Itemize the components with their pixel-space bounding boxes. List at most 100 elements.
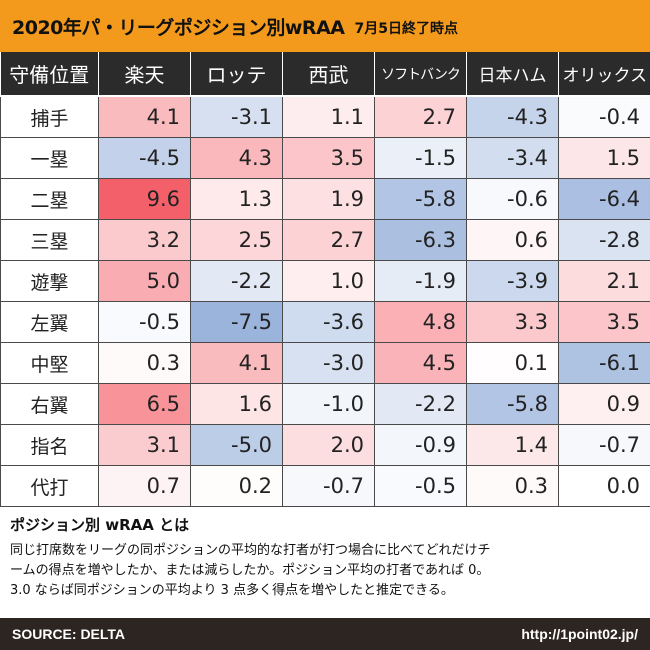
heatmap-cell: 4.5	[374, 342, 467, 384]
heatmap-cell: 1.9	[282, 178, 375, 220]
heatmap-cell: -0.7	[282, 465, 375, 507]
table-row: 代打 0.7 0.2 -0.7 -0.5 0.3 0.0	[0, 465, 650, 507]
table-row: 指名 3.1 -5.0 2.0 -0.9 1.4 -0.7	[0, 424, 650, 466]
heatmap-cell: 2.0	[282, 424, 375, 466]
heatmap-cell: 0.1	[466, 342, 559, 384]
table-row: 一塁 -4.5 4.3 3.5 -1.5 -3.4 1.5	[0, 137, 650, 179]
heatmap-cell: -0.9	[374, 424, 467, 466]
heatmap-cell: -0.7	[558, 424, 650, 466]
table-row: 中堅 0.3 4.1 -3.0 4.5 0.1 -6.1	[0, 342, 650, 384]
heatmap-cell: -3.4	[466, 137, 559, 179]
heatmap-cell: 4.1	[190, 342, 283, 384]
table-row: 三塁 3.2 2.5 2.7 -6.3 0.6 -2.8	[0, 219, 650, 261]
row-label: 代打	[0, 465, 99, 507]
heatmap-cell: -3.0	[282, 342, 375, 384]
heatmap-cell: 2.5	[190, 219, 283, 261]
corner-header: 守備位置	[0, 52, 99, 97]
heatmap-cell: -2.2	[374, 383, 467, 425]
heatmap-cell: 2.7	[282, 219, 375, 261]
row-label: 捕手	[0, 95, 99, 138]
heatmap-cell: -1.5	[374, 137, 467, 179]
heatmap-cell: 3.1	[98, 424, 191, 466]
description-block: ポジション別 wRAA とは 同じ打席数をリーグの同ポジションの平均的な打者が打…	[10, 514, 640, 601]
column-header-nipponham: 日本ハム	[466, 52, 559, 97]
table-row: 二塁 9.6 1.3 1.9 -5.8 -0.6 -6.4	[0, 178, 650, 220]
column-header-rakuten: 楽天	[98, 52, 191, 97]
heatmap-cell: -3.1	[190, 95, 283, 138]
row-label: 指名	[0, 424, 99, 466]
description-title: ポジション別 wRAA とは	[10, 516, 190, 534]
row-label: 中堅	[0, 342, 99, 384]
heatmap-cell: 2.1	[558, 260, 650, 302]
heatmap-cell: -3.9	[466, 260, 559, 302]
heatmap-cell: -0.6	[466, 178, 559, 220]
heatmap-cell: 1.3	[190, 178, 283, 220]
heatmap-cell: 0.7	[98, 465, 191, 507]
heatmap-cell: -3.6	[282, 301, 375, 343]
header-row: 守備位置 楽天 ロッテ 西武 ソフトバンク 日本ハム オリックス	[0, 52, 650, 97]
heatmap-cell: 4.3	[190, 137, 283, 179]
heatmap-cell: 0.9	[558, 383, 650, 425]
heatmap-cell: -5.8	[466, 383, 559, 425]
table-row: 右翼 6.5 1.6 -1.0 -2.2 -5.8 0.9	[0, 383, 650, 425]
heatmap-cell: -0.5	[98, 301, 191, 343]
column-header-seibu: 西武	[282, 52, 375, 97]
heatmap-cell: -2.8	[558, 219, 650, 261]
heatmap-cell: 0.2	[190, 465, 283, 507]
heatmap-cell: -4.3	[466, 95, 559, 138]
column-header-lotte: ロッテ	[190, 52, 283, 97]
heatmap-cell: 9.6	[98, 178, 191, 220]
row-label: 右翼	[0, 383, 99, 425]
title-bar: 2020年パ・リーグポジション別wRAA 7月5日終了時点	[0, 0, 650, 52]
heatmap-cell: -6.3	[374, 219, 467, 261]
heatmap-cell: -0.4	[558, 95, 650, 138]
heatmap-cell: -2.2	[190, 260, 283, 302]
heatmap-cell: -7.5	[190, 301, 283, 343]
table-body: 捕手 4.1 -3.1 1.1 2.7 -4.3 -0.4 一塁 -4.5 4.3 3.5 -1.5-…	[0, 95, 650, 507]
heatmap-cell: 0.6	[466, 219, 559, 261]
heatmap-cell: -5.0	[190, 424, 283, 466]
heatmap-cell: 0.3	[98, 342, 191, 384]
chart-subtitle: 7月5日終了時点	[354, 20, 458, 37]
row-label: 二塁	[0, 178, 99, 220]
row-label: 三塁	[0, 219, 99, 261]
heatmap-cell: 4.8	[374, 301, 467, 343]
row-label: 遊撃	[0, 260, 99, 302]
heatmap-cell: 2.7	[374, 95, 467, 138]
source-url: http://1point02.jp/	[521, 626, 638, 642]
heatmap-cell: 1.6	[190, 383, 283, 425]
heatmap-cell: 4.1	[98, 95, 191, 138]
column-header-orix: オリックス	[558, 52, 650, 97]
heatmap-cell: -4.5	[98, 137, 191, 179]
source-label: SOURCE: DELTA	[12, 626, 126, 642]
heatmap-cell: 3.3	[466, 301, 559, 343]
chart-title: 2020年パ・リーグポジション別wRAA	[12, 16, 345, 39]
description-line: 同じ打席数をリーグの同ポジションの平均的な打者が打つ場合に比べてどれだけチ	[10, 543, 491, 558]
heatmap-cell: 3.2	[98, 219, 191, 261]
heatmap-cell: -5.8	[374, 178, 467, 220]
heatmap-cell: 6.5	[98, 383, 191, 425]
heatmap-cell: -1.0	[282, 383, 375, 425]
heatmap-cell: -6.1	[558, 342, 650, 384]
heatmap-cell: 3.5	[282, 137, 375, 179]
row-label: 左翼	[0, 301, 99, 343]
description-line: ームの得点を増やしたか、または減らしたか。ポジション平均の打者であれば 0。	[10, 563, 490, 578]
footer-bar: SOURCE: DELTA http://1point02.jp/	[0, 618, 650, 650]
table-row: 遊撃 5.0 -2.2 1.0 -1.9 -3.9 2.1	[0, 260, 650, 302]
heatmap-cell: 5.0	[98, 260, 191, 302]
heatmap-cell: 0.0	[558, 465, 650, 507]
heatmap-cell: 1.0	[282, 260, 375, 302]
table-row: 捕手 4.1 -3.1 1.1 2.7 -4.3 -0.4	[0, 95, 650, 138]
description-body: 同じ打席数をリーグの同ポジションの平均的な打者が打つ場合に比べてどれだけチ ーム…	[10, 541, 640, 601]
description-line: 3.0 ならば同ポジションの平均より 3 点多く得点を増やしたと推定できる。	[10, 583, 454, 598]
heatmap-cell: -0.5	[374, 465, 467, 507]
heatmap-cell: 1.1	[282, 95, 375, 138]
column-header-softbank: ソフトバンク	[374, 52, 467, 97]
heatmap-cell: 3.5	[558, 301, 650, 343]
wraa-heatmap-table: 守備位置 楽天 ロッテ 西武 ソフトバンク 日本ハム オリックス 捕手 4.1 -3…	[0, 52, 650, 507]
row-label: 一塁	[0, 137, 99, 179]
heatmap-cell: -1.9	[374, 260, 467, 302]
heatmap-cell: 1.5	[558, 137, 650, 179]
heatmap-cell: 0.3	[466, 465, 559, 507]
table-row: 左翼 -0.5 -7.5 -3.6 4.8 3.3 3.5	[0, 301, 650, 343]
